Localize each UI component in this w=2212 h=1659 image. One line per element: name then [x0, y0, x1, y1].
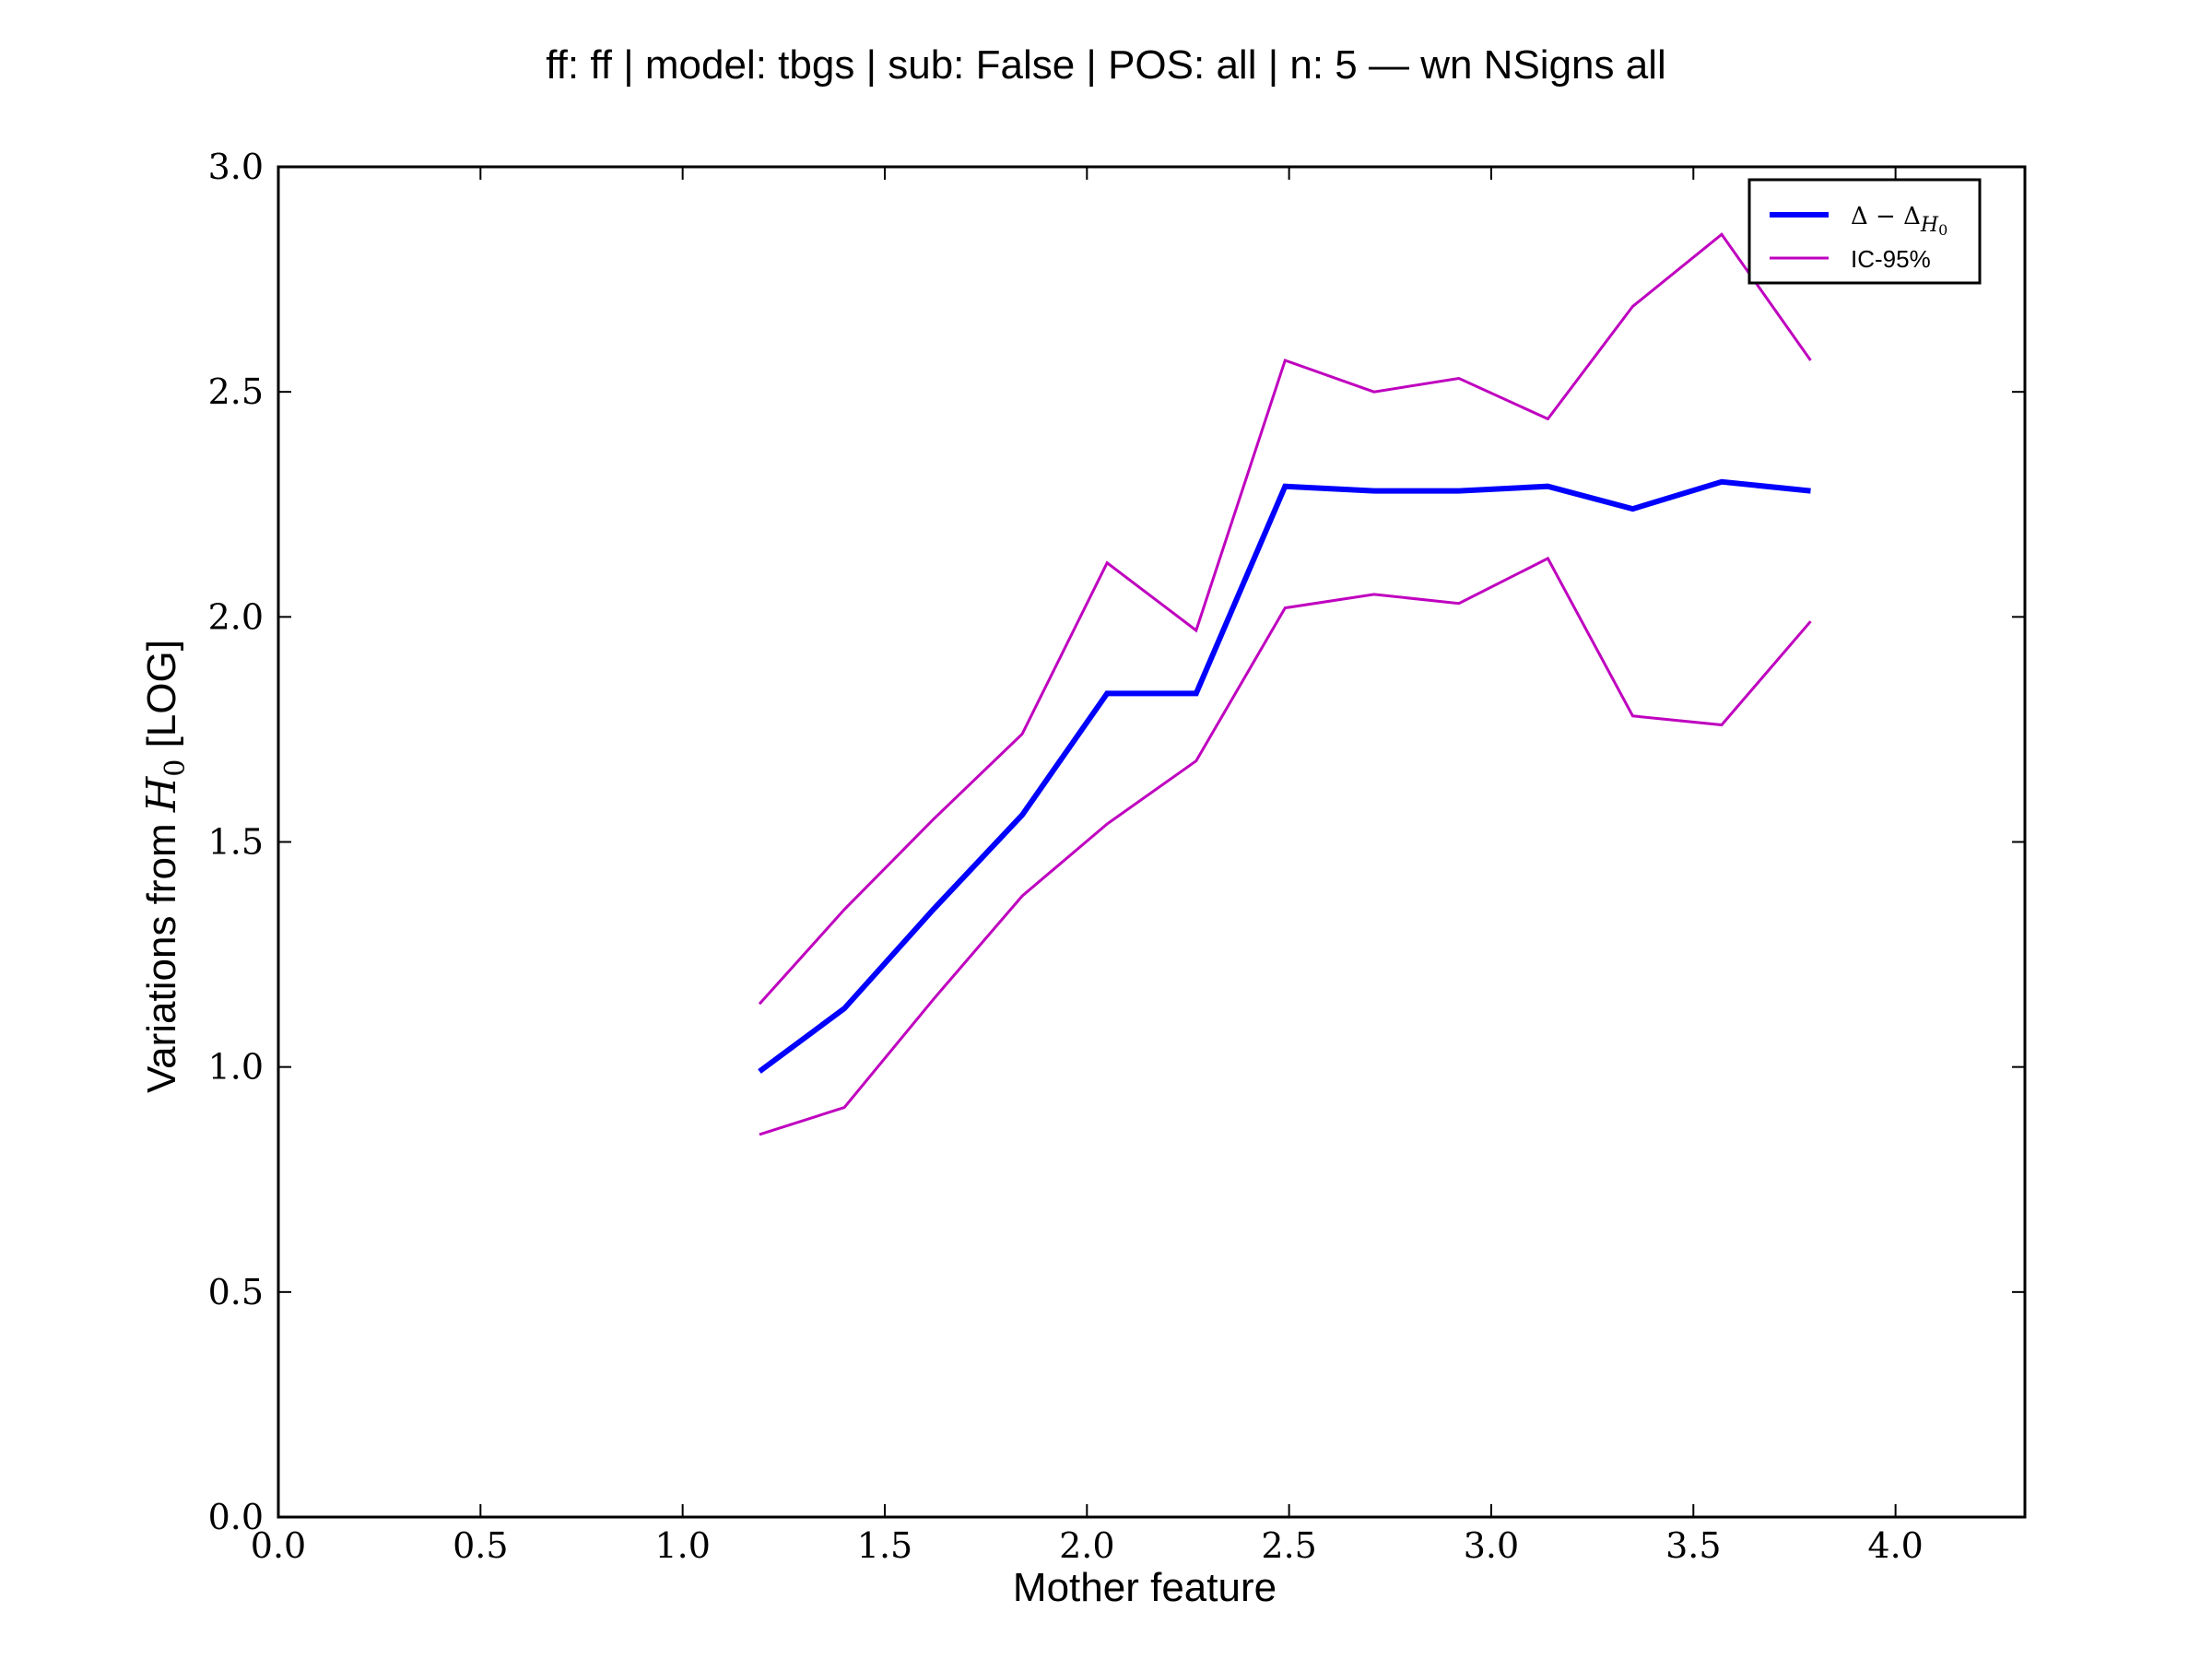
y-tick-label: 0.5	[208, 1272, 264, 1312]
series-line-ic95-lower	[759, 556, 1812, 1136]
x-tick-label: 2.5	[1261, 1525, 1316, 1566]
x-tick-label: 2.0	[1059, 1525, 1114, 1566]
y-axis: 0.0 0.5 1.0 1.5 2.0 2.5 3.0	[208, 147, 2025, 1537]
series-line-ic95-upper	[758, 232, 1812, 1006]
y-tick-label: 2.5	[208, 371, 264, 412]
x-tick-label: 3.5	[1665, 1525, 1721, 1566]
legend-label-ic95: IC-95%	[1851, 245, 1931, 273]
legend-box	[1747, 178, 1982, 285]
legend: Δ − ΔH0 IC-95%	[1747, 178, 1982, 285]
plot-frame	[276, 165, 2027, 1519]
y-axis-label-suffix: [LOG]	[139, 640, 184, 759]
x-tick-label: 3.0	[1464, 1525, 1519, 1566]
x-axis-label: Mother feature	[1013, 1565, 1277, 1610]
plot-area	[276, 165, 2027, 1519]
series-line-delta	[758, 478, 1811, 1074]
x-tick-label: 0.0	[251, 1525, 306, 1566]
y-axis-label-prefix: Variations from	[139, 812, 184, 1093]
y-tick-label: 0.0	[208, 1497, 264, 1537]
x-tick-label: 4.0	[1867, 1525, 1923, 1566]
x-tick-label: 1.5	[857, 1525, 912, 1566]
y-tick-label: 3.0	[208, 147, 264, 187]
y-axis-label-subscript: 0	[159, 759, 192, 777]
legend-label-delta: Δ − ΔH0	[1851, 203, 1947, 239]
chart-title: ff: ff | model: tbgs | sub: False | POS:…	[546, 42, 1666, 88]
y-axis-label: Variations from H0 [LOG]	[138, 640, 192, 1093]
y-tick-label: 1.5	[208, 822, 264, 863]
y-tick-label: 1.0	[208, 1047, 264, 1088]
y-axis-label-symbol: H	[138, 775, 185, 813]
x-tick-label: 0.5	[453, 1525, 508, 1566]
series-layer	[758, 232, 1812, 1136]
x-tick-label: 1.0	[654, 1525, 710, 1566]
y-tick-label: 2.0	[208, 596, 264, 637]
x-axis: 0.0 0.5 1.0 1.5 2.0 2.5 3.0 3.5 4.0	[251, 167, 1924, 1566]
